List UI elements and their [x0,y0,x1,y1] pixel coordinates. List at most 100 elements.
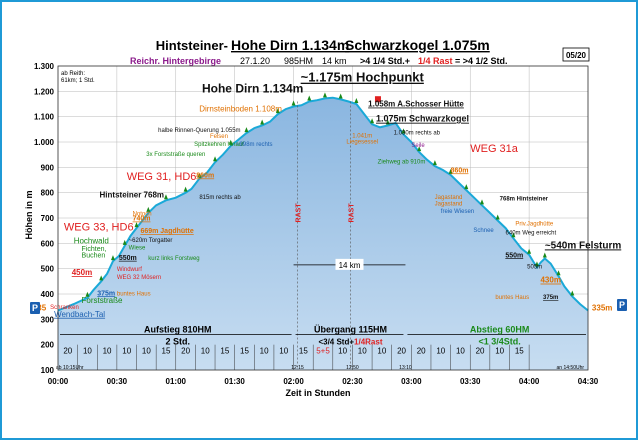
segment-minutes: 10 [358,347,367,356]
section-label: Abstieg 60HM [470,325,530,335]
profile-annotation: kurz links Forstweg [148,256,199,262]
tree-marker [534,261,539,267]
parking-marker-left [30,302,40,314]
tree-marker [275,108,280,114]
tree-marker [385,119,390,125]
x-tick-label: 02:30 [342,377,363,386]
segment-minutes: 10 [142,347,151,356]
profile-annotation: WEG 31a [470,143,519,155]
segment-minutes: 15 [240,347,249,356]
x-tick-label: 03:30 [460,377,481,386]
parking-marker-right [617,299,627,311]
y-tick-label: 700 [41,214,55,223]
profile-annotation: Windwurf [117,267,142,273]
x-tick-label: 02:00 [283,377,304,386]
tree-marker [110,255,115,261]
tree-marker [448,168,453,174]
tree-marker [322,92,327,98]
profile-annotation: Liegesessel [346,139,378,145]
y-tick-label: 800 [41,189,55,198]
sections: Aufstieg 810HM 2 Std. Übergang 115HM <3/4 S… [60,325,586,347]
profile-annotation: freie Wiesen [441,209,474,215]
profile-annotation: ~620m Torgatter [129,238,173,244]
segment-minutes: 15 [515,347,524,356]
y-tick-label: 300 [41,315,55,324]
profile-annotation: 430m [540,276,560,285]
profile-annotation: 3x Forststraße queren [146,152,205,158]
segment-minutes: 5+5 [316,347,330,356]
profile-annotation: ~998m rechts [236,142,273,148]
segment-minutes: 20 [397,347,406,356]
segment-minutes: 20 [181,347,190,356]
section-label: Aufstieg 810HM [144,325,212,335]
profile-annotation: 1.030m rechts ab [394,130,441,136]
profile-annotation: Schnee [473,228,494,234]
segment-minutes: 20 [63,347,72,356]
plot-border [57,65,589,371]
section-duration: <1 3/4Std. [479,337,521,347]
tree-marker [260,119,265,125]
profile-annotation: Fichten, [82,246,107,253]
profile-annotation: Spitzkehren hinauf [194,142,244,148]
profile-annotation: 335m [592,303,612,312]
tree-marker [146,206,151,212]
profile-annotation: Dirnsteinboden 1.108m [199,105,282,114]
profile-annotation: WEG 32 Mösern [117,275,161,281]
y-tick-label: 100 [41,366,55,375]
profile-annotation: Forststraße [82,296,123,305]
profile-annotation: WEG 31, HD6 [127,171,197,183]
profile-annotation: 860m [451,167,469,174]
profile-annotation: 860m [196,172,214,179]
clock-time: 13:10 [399,365,412,371]
tree-marker [197,172,202,178]
y-tick-label: 400 [41,290,55,299]
corner-note-1: ab Reith: [61,71,85,77]
title-main-2: Schwarzkogel 1.075m [345,37,490,53]
profile-annotation: 505m [527,265,542,271]
profile-annotation: ~1.175m Hochpunkt [301,70,425,85]
profile-annotation: Schranken [50,305,79,311]
x-tick-label: 00:30 [107,377,128,386]
tree-marker [401,128,406,134]
segment-minutes: 10 [279,347,288,356]
profile-annotation: 640m Weg erreicht [506,230,557,236]
segment-minutes: 10 [201,347,210,356]
tree-marker [527,248,532,254]
clock-time: 12:50 [346,365,359,371]
segment-minutes: 10 [436,347,445,356]
segment-minutes: 20 [417,347,426,356]
profile-annotation: 1.058m A.Schosser Hütte [368,100,464,109]
y-tick-label: 600 [41,239,55,248]
profile-annotation: 1.041m [352,134,372,140]
tree-marker [432,160,437,166]
x-axis-label: Zeit in Stunden [286,388,351,398]
profile-annotation: Jagastand [435,195,463,201]
segment-minutes: 15 [162,347,171,356]
x-tick-label: 03:00 [401,377,422,386]
parking-letter-right: P [619,300,625,310]
tree-marker [122,239,127,245]
x-tick-label: 00:00 [48,377,69,386]
y-tick-label: 1.300 [34,62,55,71]
distance-label: 14 km [339,261,361,270]
profile-annotation: WEG 33, HD6 [64,222,134,234]
segment-minutes: 10 [103,347,112,356]
y-tick-label: 500 [41,265,55,274]
tree-marker [99,275,104,281]
profile-annotation: Buchen [82,252,106,259]
segment-minutes: 10 [456,347,465,356]
subtitle-km: 14 km [322,56,347,66]
segment-minutes: 10 [338,347,347,356]
profile-annotation: buntes Haus [495,295,529,301]
hut-marker [374,96,381,103]
profile-annotation: Hohe Dirn 1.134m [202,82,303,96]
rast-label: RAST [295,203,302,223]
tree-marker [85,291,90,297]
profile-annotation: 550m [505,252,523,259]
tree-marker [370,118,375,124]
profile-annotation: 375m [97,290,115,297]
profile-area: RAST RAST 14 km [57,92,589,370]
segment-minutes: 10 [260,347,269,356]
distance-box [335,258,364,270]
tree-marker [134,222,139,228]
